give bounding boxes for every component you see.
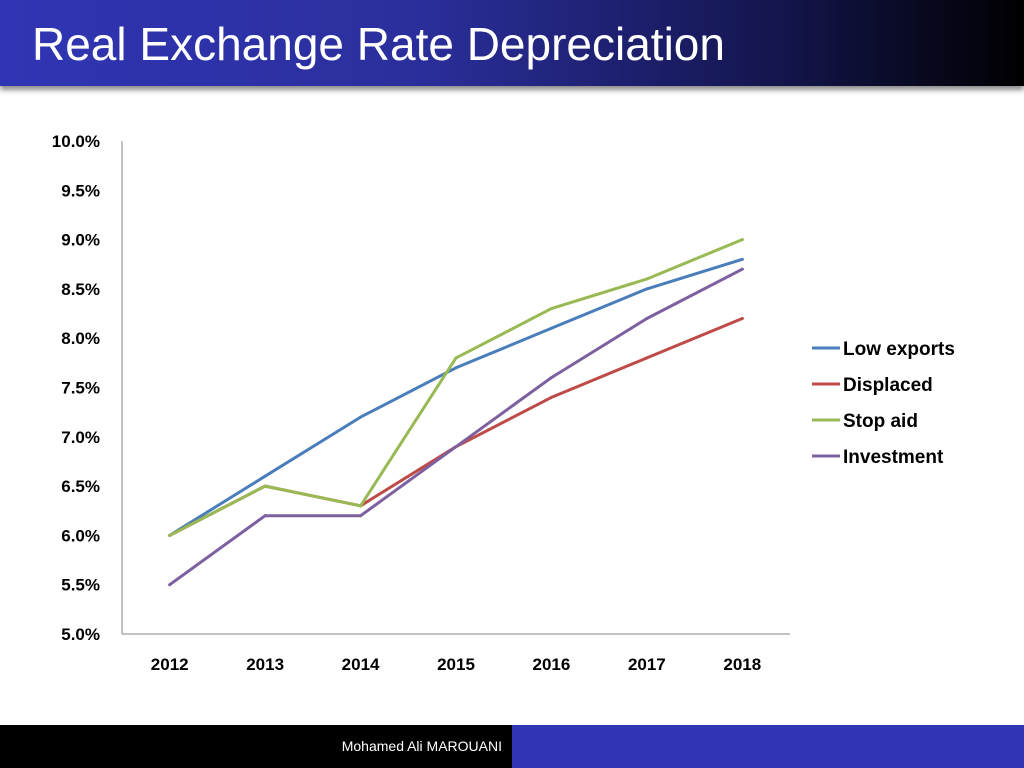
data-point	[645, 316, 649, 320]
series-line-low-exports	[168, 257, 744, 537]
y-tick-label: 7.5%	[61, 379, 100, 398]
data-point	[549, 376, 553, 380]
data-point	[549, 395, 553, 399]
x-tick-label: 2012	[151, 655, 189, 674]
data-point	[454, 366, 458, 370]
data-point	[740, 267, 744, 271]
legend-label: Low exports	[843, 339, 955, 360]
y-tick-label: 9.5%	[61, 181, 100, 200]
x-tick-label: 2015	[437, 655, 475, 674]
y-tick-label: 8.5%	[61, 280, 100, 299]
legend-label: Displaced	[843, 375, 933, 396]
x-tick-label: 2017	[628, 655, 666, 674]
y-tick-label: 5.5%	[61, 576, 100, 595]
data-point	[740, 316, 744, 320]
data-point	[740, 238, 744, 242]
slide-title: Real Exchange Rate Depreciation	[32, 18, 725, 70]
data-point	[359, 415, 363, 419]
y-tick-label: 5.0%	[61, 625, 100, 644]
data-point	[168, 533, 172, 537]
y-tick-label: 6.5%	[61, 477, 100, 496]
y-tick-label: 6.0%	[61, 526, 100, 545]
title-bar: Real Exchange Rate Depreciation	[0, 0, 1024, 86]
data-point	[454, 445, 458, 449]
series-line-displaced	[168, 317, 744, 537]
data-point	[454, 356, 458, 360]
footer-right-panel	[512, 725, 1024, 768]
y-tick-label: 9.0%	[61, 231, 100, 250]
chart-svg: 5.0% 5.5% 6.0% 6.5% 7.0% 7.5% 8.0% 8.5% 9.0% 9.5%…	[52, 132, 955, 674]
footer: Mohamed Ali MAROUANI	[0, 725, 1024, 768]
data-point	[359, 514, 363, 518]
data-point	[168, 583, 172, 587]
y-tick-label: 10.0%	[52, 132, 100, 151]
x-tick-label: 2013	[246, 655, 284, 674]
data-point	[549, 326, 553, 330]
data-point	[263, 484, 267, 488]
data-point	[740, 257, 744, 261]
line-chart: 5.0% 5.5% 6.0% 6.5% 7.0% 7.5% 8.0% 8.5% 9.0% 9.5%…	[0, 100, 1024, 700]
data-point	[359, 504, 363, 508]
footer-author: Mohamed Ali MAROUANI	[341, 738, 502, 754]
series-line-investment	[168, 267, 744, 587]
data-point	[645, 287, 649, 291]
legend-label: Investment	[843, 447, 944, 468]
legend-label: Stop aid	[843, 411, 918, 432]
data-point	[549, 307, 553, 311]
y-tick-label: 8.0%	[61, 329, 100, 348]
y-tick-label: 7.0%	[61, 428, 100, 447]
x-tick-label: 2014	[342, 655, 380, 674]
data-point	[263, 514, 267, 518]
data-point	[645, 277, 649, 281]
series-line-stop-aid	[168, 238, 744, 537]
x-tick-label: 2016	[533, 655, 571, 674]
data-point	[263, 474, 267, 478]
x-tick-label: 2018	[723, 655, 761, 674]
footer-left-panel: Mohamed Ali MAROUANI	[0, 725, 512, 768]
data-point	[645, 356, 649, 360]
